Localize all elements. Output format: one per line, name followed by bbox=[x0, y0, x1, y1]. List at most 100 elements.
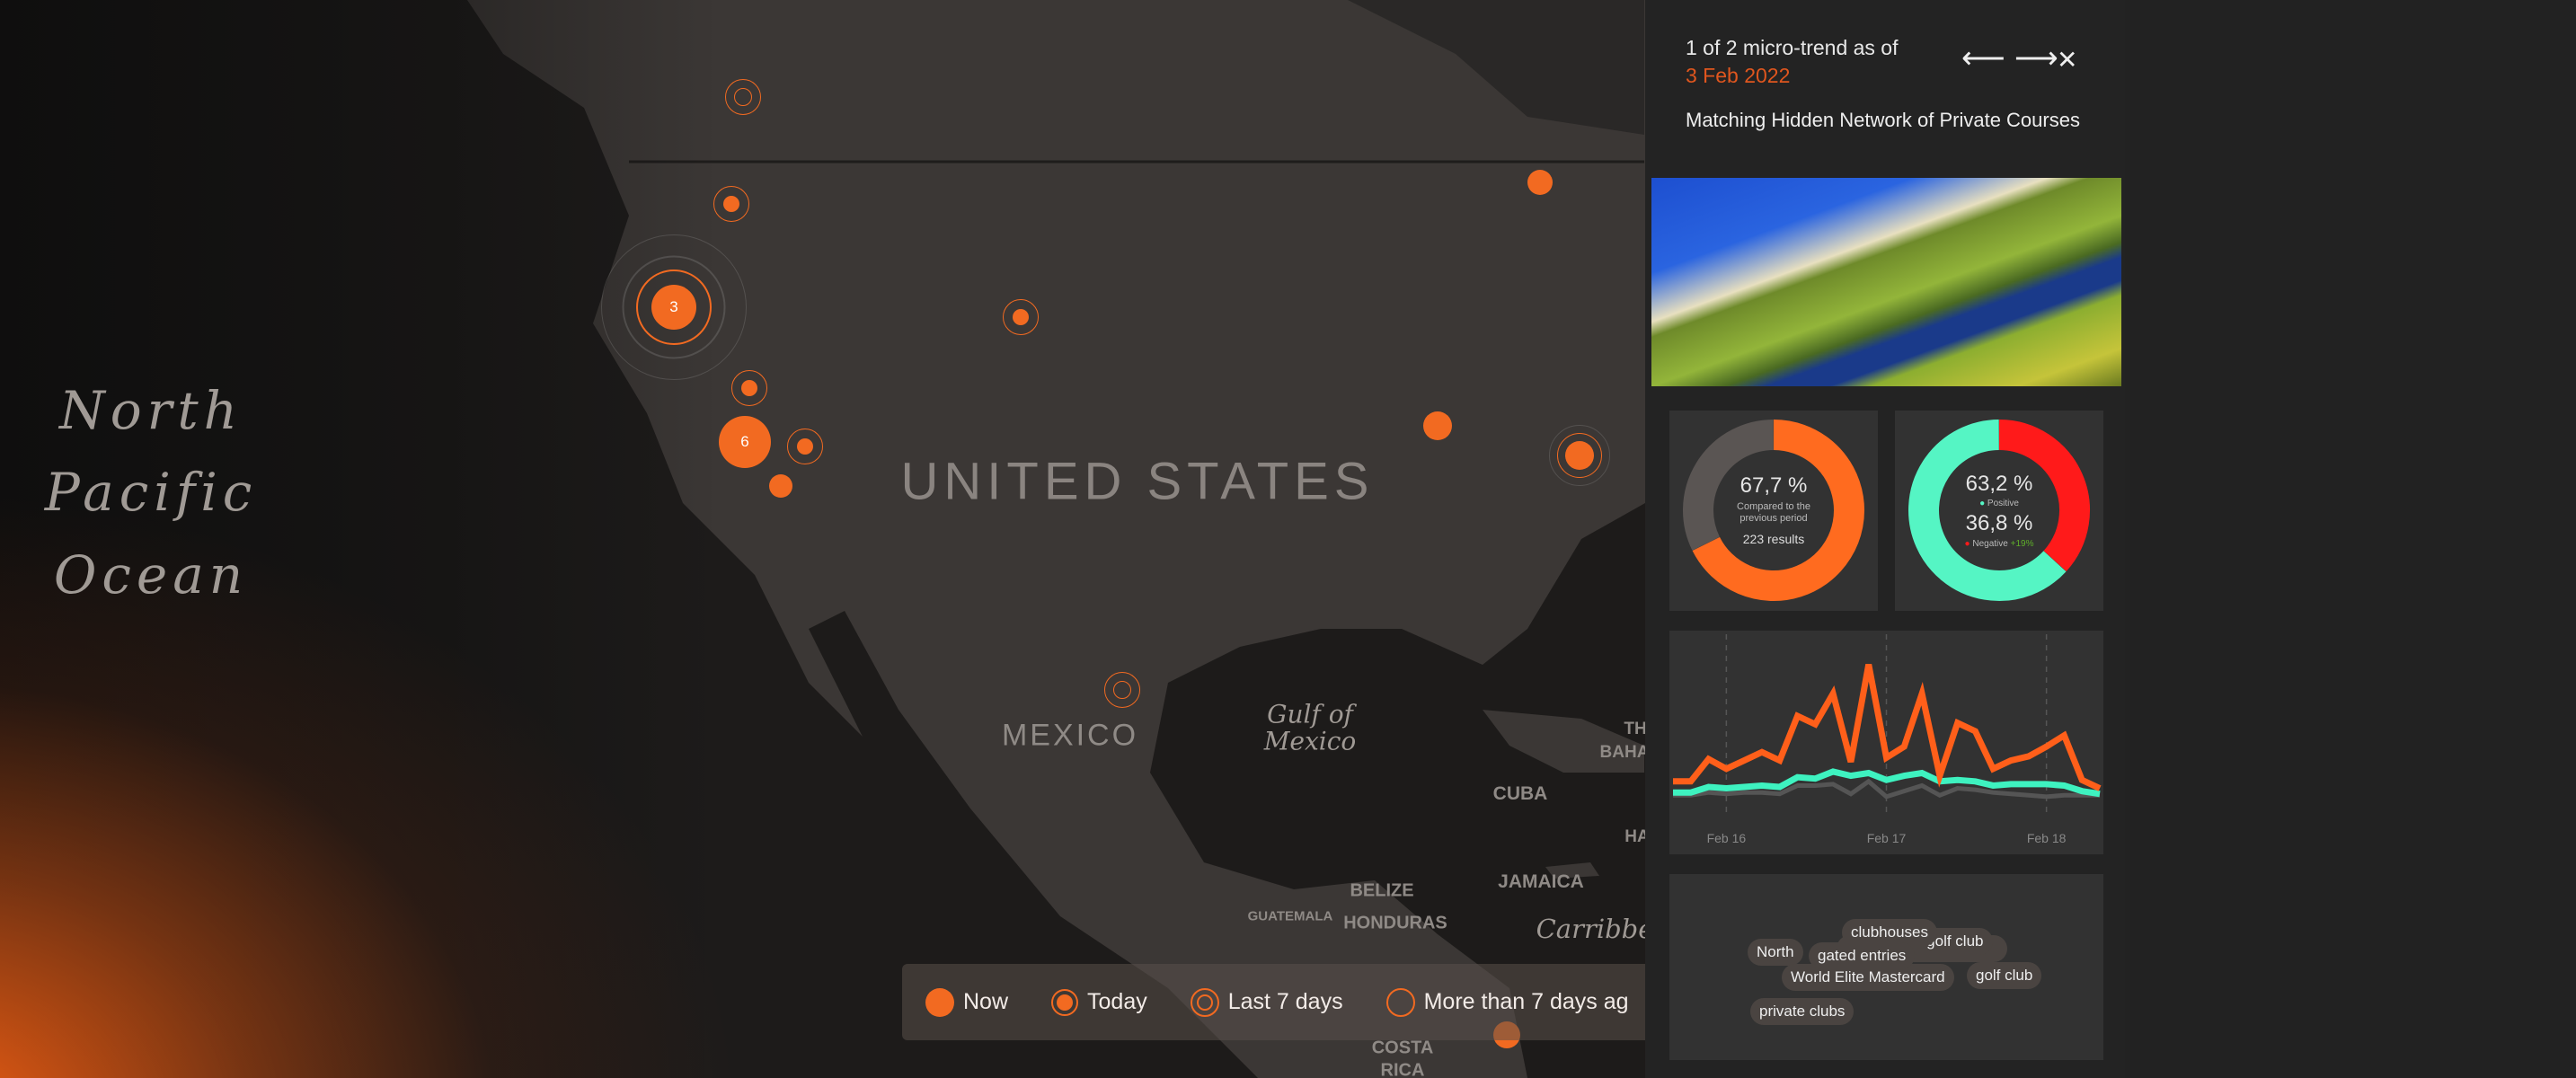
country-label: BAHA bbox=[1599, 743, 1645, 762]
marker-now[interactable] bbox=[1423, 411, 1452, 440]
marker-dot bbox=[723, 196, 739, 212]
negative-percent: 36,8 % bbox=[1965, 511, 2033, 535]
trend-counter: 1 of 2 micro-trend as of bbox=[1686, 36, 1899, 59]
series-line bbox=[1673, 768, 2101, 798]
marker-now[interactable] bbox=[1527, 170, 1553, 195]
legend-label: Today bbox=[1087, 989, 1147, 1014]
positive-legend: ● Positive bbox=[1895, 499, 2103, 508]
country-label: TH bbox=[1624, 720, 1645, 738]
country-label-mexico: MEXICO bbox=[1001, 718, 1139, 753]
volume-caption: Compared to the bbox=[1737, 501, 1810, 512]
cluster-marker[interactable]: 3 bbox=[651, 285, 696, 330]
keyword-tag[interactable]: North bbox=[1748, 939, 1803, 966]
ocean-label: Pacific bbox=[44, 462, 258, 523]
legend-label: Last 7 days bbox=[1227, 989, 1343, 1014]
negative-legend: ● Negative +19% bbox=[1895, 539, 2103, 549]
x-tick-label: Feb 16 bbox=[1707, 831, 1747, 845]
marker-today[interactable] bbox=[1003, 299, 1039, 335]
marker-inner-ring bbox=[1113, 681, 1131, 699]
sentiment-donut bbox=[1908, 420, 2090, 601]
negative-change: +19% bbox=[2010, 539, 2034, 549]
volume-percent: 67,7 % bbox=[1739, 473, 1808, 498]
marker-dot bbox=[741, 380, 757, 396]
country-label-usa: UNITED STATES bbox=[900, 452, 1375, 511]
x-tick-label: Feb 17 bbox=[1867, 831, 1907, 845]
sea-label: Gulf of bbox=[1267, 699, 1353, 729]
trend-header: 1 of 2 micro-trend as of 3 Feb 2022 bbox=[1686, 34, 1899, 90]
marker-today[interactable] bbox=[787, 429, 823, 464]
cluster-halo bbox=[601, 234, 747, 380]
marker-last7days[interactable] bbox=[1104, 672, 1140, 708]
keyword-cloud-card: . e golf club North clubhouses World Eli… bbox=[1669, 874, 2103, 1060]
marker-last7days[interactable] bbox=[725, 79, 761, 115]
legend-label: Now bbox=[963, 989, 1009, 1014]
results-count: 223 results bbox=[1742, 532, 1805, 546]
cluster-halo bbox=[622, 255, 726, 359]
country-label: COSTA bbox=[1371, 1038, 1434, 1058]
legend-item-older[interactable]: More than 7 days ag bbox=[1385, 987, 1629, 1017]
legend-label: More than 7 days ag bbox=[1423, 989, 1629, 1014]
marker-dot bbox=[1013, 309, 1029, 325]
volume-caption: previous period bbox=[1739, 513, 1808, 524]
keyword-tag[interactable]: World Elite Mastercard bbox=[1782, 964, 1954, 991]
keyword-tag[interactable]: gated entries bbox=[1809, 942, 1916, 969]
country-label: RICA bbox=[1380, 1060, 1425, 1078]
trend-date: 3 Feb 2022 bbox=[1686, 64, 1791, 87]
ocean-label: North bbox=[58, 380, 243, 441]
series-line bbox=[1673, 663, 2102, 791]
marker-now[interactable] bbox=[769, 474, 792, 498]
double-ring-icon bbox=[1190, 987, 1219, 1017]
x-tick-label: Feb 18 bbox=[2027, 831, 2067, 845]
positive-percent: 63,2 % bbox=[1965, 472, 2033, 496]
donut-segment-rest bbox=[1683, 420, 1775, 551]
map-legend: Now Today Last 7 days More than 7 days a… bbox=[902, 964, 1645, 1040]
map[interactable]: North Pacific Ocean UNITED STATES MEXICO… bbox=[0, 0, 1645, 1078]
legend-item-last7days[interactable]: Last 7 days bbox=[1190, 987, 1343, 1017]
marker-dot bbox=[1565, 441, 1594, 470]
country-label: HA bbox=[1624, 827, 1645, 846]
trend-line-chart: Feb 16 Feb 17 Feb 18 bbox=[1673, 634, 2102, 845]
donut-segment-positive bbox=[1908, 420, 2067, 601]
ocean-label: Ocean bbox=[53, 544, 249, 605]
country-label: GUATEMALA bbox=[1247, 908, 1333, 924]
trend-line-chart-card: Feb 16 Feb 17 Feb 18 bbox=[1669, 631, 2103, 854]
sea-label: Mexico bbox=[1263, 726, 1357, 756]
arrow-right-icon[interactable]: ⟶ bbox=[2014, 41, 2058, 75]
positive-name: Positive bbox=[1987, 499, 2019, 508]
arrow-left-icon[interactable]: ⟵ bbox=[1961, 41, 2005, 75]
legend-item-today[interactable]: Today bbox=[1051, 988, 1147, 1016]
negative-dot-icon: ● bbox=[1964, 539, 1970, 549]
marker-dot bbox=[797, 438, 813, 455]
country-label: BELIZE bbox=[1350, 880, 1414, 901]
marker-today[interactable] bbox=[1557, 433, 1602, 478]
sentiment-donut-card: 63,2 % ● Positive 36,8 % ● Negative +19% bbox=[1895, 411, 2103, 611]
donut-segment-value bbox=[1692, 420, 1864, 601]
keyword-tag[interactable]: clubhouses bbox=[1842, 919, 1938, 946]
marker-inner-ring bbox=[734, 88, 752, 106]
country-label: JAMAICA bbox=[1498, 871, 1584, 892]
sea-label: Carribbe bbox=[1536, 914, 1645, 944]
marker-halo bbox=[1549, 425, 1610, 486]
filled-circle-icon bbox=[925, 987, 954, 1017]
marker-today[interactable] bbox=[713, 186, 749, 222]
country-label: HONDURAS bbox=[1343, 913, 1447, 933]
close-icon[interactable]: ✕ bbox=[2057, 46, 2078, 74]
volume-donut bbox=[1683, 420, 1864, 601]
legend-item-now[interactable]: Now bbox=[925, 987, 1009, 1017]
series-line bbox=[1673, 778, 2100, 800]
cluster-ring bbox=[636, 270, 712, 345]
ring-icon bbox=[1385, 987, 1415, 1017]
marker-today[interactable] bbox=[731, 370, 767, 406]
volume-donut-card: 67,7 % Compared to the previous period 2… bbox=[1669, 411, 1878, 611]
trend-title: Matching Hidden Network of Private Cours… bbox=[1686, 109, 2080, 131]
positive-dot-icon: ● bbox=[1979, 499, 1986, 508]
donut-segment-negative bbox=[1998, 420, 2090, 571]
cluster-marker[interactable]: 6 bbox=[719, 416, 771, 468]
keyword-tag[interactable]: golf club bbox=[1967, 962, 2042, 989]
trend-detail-panel: 1 of 2 micro-trend as of 3 Feb 2022 ⟵ ⟶ … bbox=[1645, 0, 2125, 1078]
trend-image bbox=[1651, 178, 2121, 386]
negative-name: Negative bbox=[1972, 539, 2008, 549]
keyword-tag[interactable]: private clubs bbox=[1750, 998, 1855, 1025]
ringed-dot-icon bbox=[1051, 988, 1079, 1016]
country-label: CUBA bbox=[1492, 783, 1548, 804]
